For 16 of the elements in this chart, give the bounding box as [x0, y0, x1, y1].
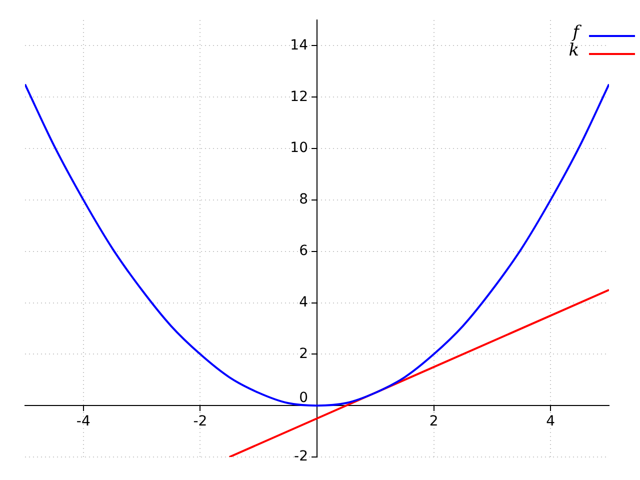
- y-tick-label: 0: [299, 390, 308, 406]
- x-tick-label: 4: [546, 414, 556, 430]
- line-series: [25, 83, 609, 407]
- x-tick-label: 2: [429, 414, 438, 430]
- y-tick-label: 2: [299, 346, 308, 362]
- y-tick-label: 4: [299, 294, 308, 310]
- y-tick-label: -2: [294, 448, 308, 465]
- y-tick-label: 10: [290, 140, 308, 156]
- y-tick-label: 6: [299, 242, 308, 259]
- legend-label: f: [570, 22, 582, 42]
- y-tick-label: 12: [290, 88, 308, 105]
- y-tick-label: 8: [299, 192, 308, 208]
- legend-label: k: [568, 40, 579, 60]
- x-tick-label: -4: [76, 414, 90, 430]
- y-tick-label: 14: [290, 37, 308, 54]
- x-tick-label: -2: [193, 414, 208, 430]
